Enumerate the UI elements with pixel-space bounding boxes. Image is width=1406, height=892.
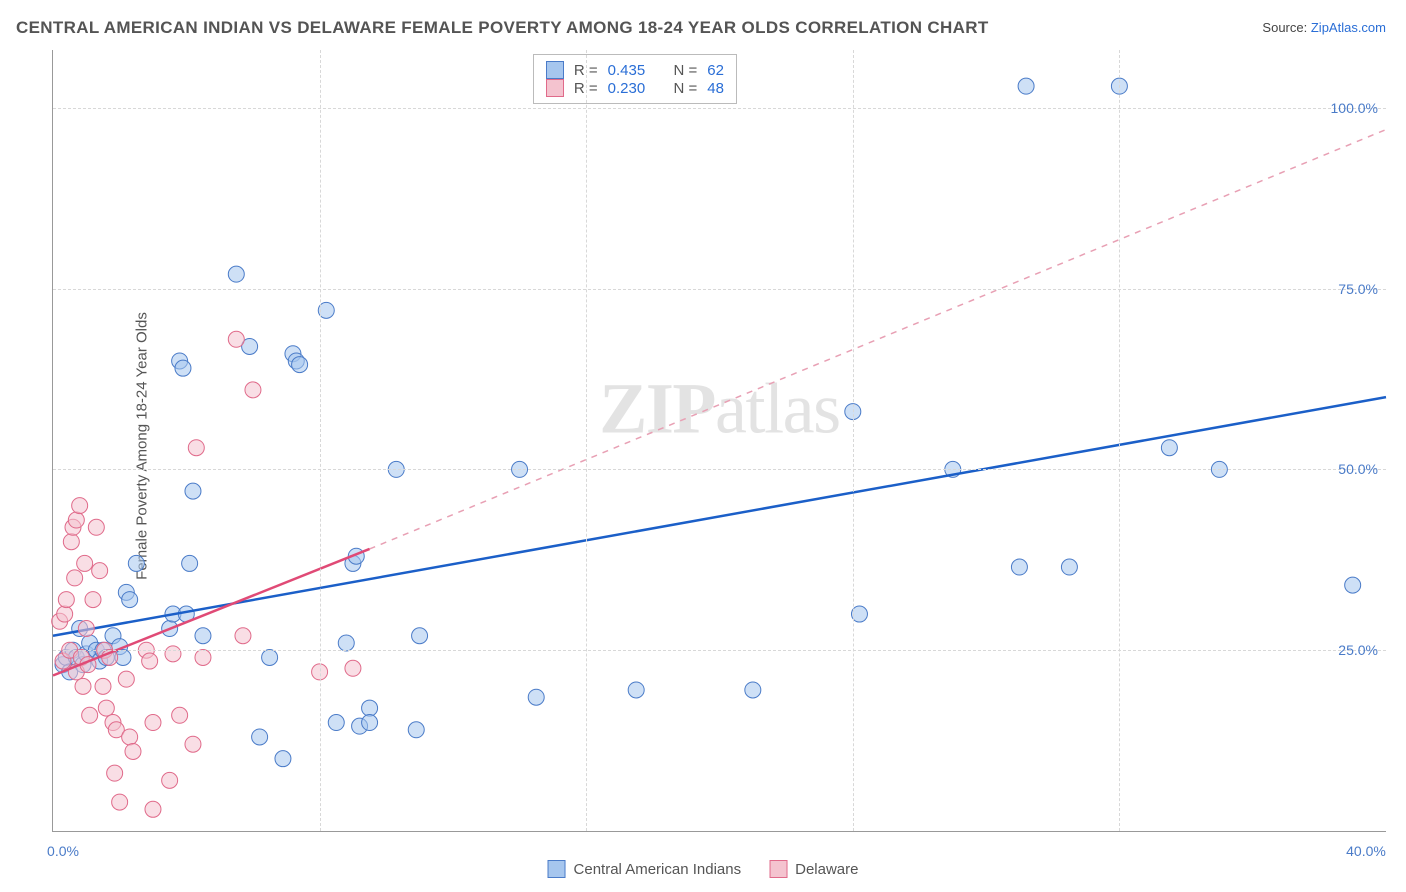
ytick-label: 75.0%: [1338, 281, 1378, 297]
scatter-point: [78, 621, 94, 637]
scatter-point: [1061, 559, 1077, 575]
scatter-point: [92, 563, 108, 579]
scatter-point: [95, 678, 111, 694]
scatter-point: [145, 801, 161, 817]
scatter-point: [145, 715, 161, 731]
scatter-point: [338, 635, 354, 651]
scatter-point: [72, 498, 88, 514]
scatter-point: [412, 628, 428, 644]
legend-label-1: Delaware: [795, 861, 858, 878]
scatter-point: [185, 736, 201, 752]
scatter-point: [75, 678, 91, 694]
gridline-h: [53, 650, 1386, 651]
scatter-point: [262, 649, 278, 665]
scatter-point: [228, 331, 244, 347]
scatter-point: [345, 660, 361, 676]
trend-line: [53, 397, 1386, 636]
gridline-h: [53, 469, 1386, 470]
scatter-point: [228, 266, 244, 282]
gridline-v: [1119, 50, 1120, 831]
scatter-point: [195, 628, 211, 644]
scatter-point: [185, 483, 201, 499]
scatter-point: [292, 357, 308, 373]
scatter-point: [107, 765, 123, 781]
scatter-point: [142, 653, 158, 669]
scatter-point: [122, 729, 138, 745]
legend-label-0: Central American Indians: [574, 861, 742, 878]
scatter-point: [82, 707, 98, 723]
scatter-point: [235, 628, 251, 644]
scatter-point: [63, 534, 79, 550]
scatter-point: [88, 519, 104, 535]
scatter-point: [1345, 577, 1361, 593]
chart-title: CENTRAL AMERICAN INDIAN VS DELAWARE FEMA…: [16, 18, 989, 38]
ytick-label: 100.0%: [1331, 100, 1378, 116]
scatter-point: [172, 707, 188, 723]
legend-swatch-0: [548, 860, 566, 878]
scatter-point: [1011, 559, 1027, 575]
scatter-point: [188, 440, 204, 456]
xtick-label: 0.0%: [47, 843, 79, 859]
legend-item-0: Central American Indians: [548, 860, 742, 878]
scatter-point: [98, 700, 114, 716]
xtick-label: 40.0%: [1346, 843, 1386, 859]
scatter-point: [182, 555, 198, 571]
scatter-point: [67, 570, 83, 586]
ytick-label: 50.0%: [1338, 461, 1378, 477]
scatter-point: [68, 512, 84, 528]
plot-svg: [53, 50, 1386, 831]
scatter-point: [122, 592, 138, 608]
scatter-point: [275, 751, 291, 767]
bottom-legend: Central American Indians Delaware: [548, 860, 859, 878]
scatter-point: [175, 360, 191, 376]
legend-swatch-1: [769, 860, 787, 878]
scatter-point: [318, 302, 334, 318]
gridline-v: [320, 50, 321, 831]
scatter-point: [252, 729, 268, 745]
scatter-point: [128, 555, 144, 571]
legend-item-1: Delaware: [769, 860, 858, 878]
scatter-point: [851, 606, 867, 622]
scatter-point: [328, 715, 344, 731]
gridline-v: [586, 50, 587, 831]
scatter-point: [528, 689, 544, 705]
scatter-point: [408, 722, 424, 738]
trend-line-extrapolated: [370, 130, 1386, 549]
scatter-point: [112, 794, 128, 810]
scatter-point: [162, 772, 178, 788]
plot-area: ZIPatlas R = 0.435 N = 62 R = 0.230 N = …: [52, 50, 1386, 832]
source-label: Source:: [1262, 20, 1307, 35]
gridline-h: [53, 289, 1386, 290]
scatter-point: [195, 649, 211, 665]
scatter-point: [165, 646, 181, 662]
scatter-point: [362, 700, 378, 716]
scatter-point: [118, 671, 134, 687]
chart-container: CENTRAL AMERICAN INDIAN VS DELAWARE FEMA…: [0, 0, 1406, 892]
scatter-point: [58, 592, 74, 608]
scatter-point: [77, 555, 93, 571]
scatter-point: [362, 715, 378, 731]
ytick-label: 25.0%: [1338, 642, 1378, 658]
scatter-point: [57, 606, 73, 622]
scatter-point: [628, 682, 644, 698]
gridline-v: [853, 50, 854, 831]
scatter-point: [1018, 78, 1034, 94]
scatter-point: [1161, 440, 1177, 456]
scatter-point: [245, 382, 261, 398]
source-attribution: Source: ZipAtlas.com: [1262, 20, 1386, 35]
scatter-point: [745, 682, 761, 698]
gridline-h: [53, 108, 1386, 109]
source-link[interactable]: ZipAtlas.com: [1311, 20, 1386, 35]
scatter-point: [125, 743, 141, 759]
scatter-point: [85, 592, 101, 608]
